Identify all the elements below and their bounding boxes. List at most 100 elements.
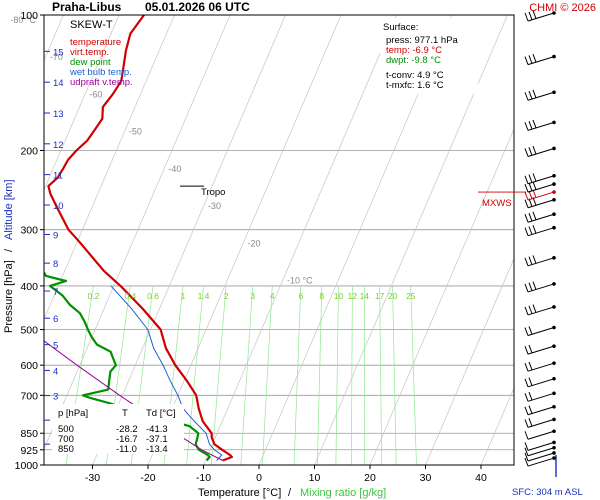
- temperature-tick-label: 0: [256, 472, 262, 484]
- wind-barb-staff: [527, 447, 555, 457]
- level-table-header-t: T: [122, 408, 128, 419]
- wind-barb: [524, 377, 556, 388]
- wind-barb-flag: [528, 326, 533, 335]
- pressure-tick-label: 200: [20, 145, 38, 157]
- mixing-ratio-label: 14: [360, 291, 370, 301]
- wind-barb-flag: [524, 199, 529, 208]
- max-wind-barb: [524, 189, 556, 201]
- wind-barb: [524, 361, 556, 372]
- isotherm-label: -30: [208, 201, 221, 211]
- wind-barb-flag: [532, 173, 537, 182]
- temperature-tick-label: -20: [140, 472, 155, 484]
- temperature-tick-label: 20: [364, 472, 376, 484]
- surface-dewpoint: dwpt: -9.8 °C: [386, 55, 441, 66]
- wind-profile: [478, 10, 557, 477]
- wind-barb-staff: [527, 430, 555, 440]
- wind-barb: [524, 304, 556, 316]
- legend-item-virt-temp: virt.temp.: [70, 47, 109, 58]
- level-table-background: [52, 404, 184, 454]
- wind-barb-dot: [552, 54, 556, 59]
- plot-frame: [43, 14, 515, 466]
- wind-barb-flag: [528, 256, 533, 265]
- wind-barb-dot: [552, 361, 556, 365]
- mixing-ratio-line: [262, 285, 273, 465]
- surface-heading: Surface:: [383, 22, 418, 33]
- wind-barb: [524, 417, 556, 428]
- wind-barb-dot: [552, 451, 556, 455]
- wind-barb-flag: [524, 406, 529, 415]
- wind-barb-flag: [528, 212, 533, 222]
- isotherm-label: -40: [168, 164, 181, 174]
- wind-barb-flag: [524, 457, 529, 467]
- wind-barb: [524, 281, 556, 293]
- isotherm-line: [369, 128, 514, 465]
- wind-barb: [524, 325, 556, 337]
- surface-info-box: Surface: press: 977.1 hPa temp: -6.9 °C …: [380, 18, 478, 94]
- x-axis-label-temperature: Temperature [°C]: [198, 487, 281, 499]
- wind-barb-flag: [528, 391, 533, 401]
- wind-barb-dot: [552, 456, 556, 460]
- wind-barb-flag: [524, 92, 529, 101]
- wind-barb-flag: [524, 175, 529, 184]
- wind-barb-flag: [524, 122, 529, 131]
- altitude-tick-label: 5: [53, 341, 58, 352]
- wind-barb-flag: [524, 419, 529, 428]
- max-wind-label: MXWS: [482, 198, 512, 209]
- wind-barb-staff: [527, 441, 555, 451]
- wind-barb: [524, 10, 556, 22]
- mixing-ratio-label: 0.4: [124, 291, 136, 301]
- wind-barb-staff: [527, 452, 555, 462]
- wind-barb-flag: [524, 452, 529, 462]
- level-table-row-t: -11.0: [116, 444, 137, 455]
- wind-barb-dot: [552, 440, 556, 445]
- pressure-tick-label: 700: [20, 390, 38, 402]
- level-table-row-td: -13.4: [146, 444, 168, 455]
- wind-barb-flag: [524, 214, 529, 223]
- mixing-ratio-label: 17: [375, 291, 385, 301]
- wind-barb-flag: [528, 182, 533, 192]
- wind-barb-flag: [528, 282, 533, 291]
- temperature-line: [47, 15, 233, 462]
- wind-barb-flag: [532, 145, 537, 155]
- wind-barb-flag: [524, 183, 529, 193]
- wind-barb: [524, 181, 556, 193]
- level-table-row-p: 850: [58, 444, 74, 455]
- pressure-tick-label: 850: [20, 428, 38, 440]
- isotherm-line: [92, 15, 286, 465]
- level-table-row-p: 500: [58, 424, 74, 435]
- mixing-ratio-label: 12: [348, 291, 358, 301]
- wind-barb-dot: [552, 377, 556, 381]
- mixing-ratio-line: [211, 285, 227, 465]
- mixing-ratio-label: 6: [298, 291, 303, 301]
- wind-barb-flag: [528, 90, 533, 100]
- wind-barb-flag: [524, 442, 529, 451]
- y-axis-label-altitude: Altitude [km]: [3, 179, 15, 240]
- altitude-tick-label: 7: [53, 287, 58, 298]
- station-title: Praha-Libus: [52, 0, 122, 14]
- wind-barb-dot: [552, 182, 556, 186]
- isotherm-line: [425, 257, 514, 465]
- wind-barb-staff: [527, 457, 555, 467]
- altitude-tick-label: 9: [53, 230, 58, 241]
- isotherm-label: -80 °C: [10, 15, 36, 25]
- pressure-tick-label: 400: [20, 281, 38, 293]
- wind-barb-flag: [524, 447, 529, 456]
- wind-barb: [524, 451, 556, 462]
- wind-barb-flag: [524, 56, 529, 65]
- mixing-ratio-line: [316, 285, 323, 465]
- wind-barb: [524, 54, 556, 66]
- legend-item-wet-bulb: wet bulb temp.: [69, 67, 132, 78]
- wind-barb-dot: [552, 90, 556, 95]
- mixing-ratio-label: 4: [270, 291, 275, 301]
- wind-barb-flag: [528, 377, 533, 386]
- mixing-ratio-label: 10: [334, 291, 344, 301]
- y-axis-label-pressure: Pressure [hPa]: [3, 260, 15, 333]
- wind-barb: [524, 445, 556, 457]
- mixing-ratio-line: [351, 285, 353, 465]
- wind-barb-flag: [532, 304, 537, 313]
- mixing-ratio-label: 2: [224, 291, 229, 301]
- mixing-ratio-line: [240, 285, 254, 465]
- wind-barb-flag: [532, 89, 537, 99]
- isotherm-label: -20: [247, 238, 260, 248]
